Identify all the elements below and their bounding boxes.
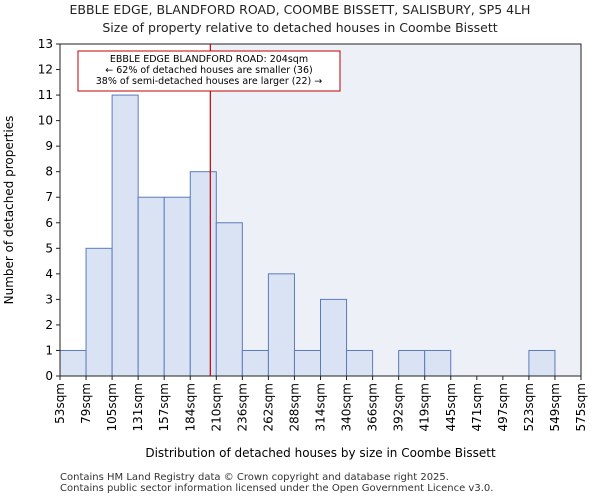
x-tick-label: 184sqm	[183, 383, 197, 431]
bar-419sqm	[424, 349, 452, 377]
x-tick-label: 340sqm	[340, 383, 354, 431]
x-axis-label: Distribution of detached houses by size …	[145, 446, 496, 460]
annotation-line-2: ← 62% of detached houses are smaller (36…	[105, 65, 312, 76]
y-tick-label: 11	[38, 88, 53, 102]
bar-53sqm	[59, 349, 87, 377]
x-tick-label: 523sqm	[522, 383, 536, 431]
x-tick-label: 497sqm	[496, 383, 510, 431]
x-tick-label: 366sqm	[366, 383, 380, 431]
bar-262sqm	[267, 273, 295, 377]
y-tick-label: 3	[45, 292, 53, 306]
x-tick-label: 392sqm	[392, 383, 406, 431]
bar-314sqm	[320, 298, 348, 377]
x-tick-label: 105sqm	[105, 383, 119, 431]
y-tick-label: 2	[45, 318, 53, 332]
annotation-line-1: EBBLE EDGE BLANDFORD ROAD: 204sqm	[110, 54, 308, 65]
x-tick-label: 471sqm	[470, 383, 484, 431]
chart-subtitle: Size of property relative to detached ho…	[102, 20, 498, 35]
y-tick-label: 7	[45, 190, 53, 204]
y-tick-label: 12	[38, 63, 53, 77]
y-tick-label: 8	[45, 165, 53, 179]
x-tick-label: 262sqm	[261, 383, 275, 431]
bar-236sqm	[241, 349, 269, 377]
bar-131sqm	[137, 196, 165, 377]
attribution-line-2: Contains public sector information licen…	[60, 483, 494, 494]
y-tick-label: 0	[45, 369, 53, 383]
larger-region-shading	[210, 44, 581, 376]
bar-523sqm	[528, 349, 556, 377]
x-tick-label: 549sqm	[548, 383, 562, 431]
x-tick-label: 236sqm	[235, 383, 249, 431]
x-tick-label: 288sqm	[287, 383, 301, 431]
x-tick-label: 131sqm	[131, 383, 145, 431]
y-tick-label: 10	[38, 114, 53, 128]
x-tick-label: 210sqm	[209, 383, 223, 431]
y-tick-label: 13	[38, 37, 53, 51]
bar-288sqm	[293, 349, 322, 377]
bar-79sqm	[85, 247, 113, 377]
annotation-box: EBBLE EDGE BLANDFORD ROAD: 204sqm ← 62% …	[77, 50, 341, 92]
y-tick-label: 6	[45, 216, 53, 230]
chart-title: EBBLE EDGE, BLANDFORD ROAD, COOMBE BISSE…	[69, 2, 531, 17]
x-tick-label: 575sqm	[574, 383, 588, 431]
x-tick-label: 53sqm	[53, 383, 67, 424]
y-tick-label: 1	[45, 343, 53, 357]
bar-340sqm	[346, 349, 374, 377]
bar-184sqm	[189, 171, 217, 377]
x-tick-label: 157sqm	[157, 383, 171, 431]
x-tick-label: 445sqm	[444, 383, 458, 431]
bar-157sqm	[163, 196, 191, 377]
attribution-line-1: Contains HM Land Registry data © Crown c…	[60, 472, 449, 483]
x-tick-label: 419sqm	[418, 383, 432, 431]
bar-210sqm	[215, 222, 243, 377]
y-axis-label: Number of detached properties	[2, 116, 16, 305]
annotation-line-3: 38% of semi-detached houses are larger (…	[96, 76, 323, 87]
y-tick-label: 4	[45, 267, 53, 281]
bar-105sqm	[111, 94, 139, 377]
y-tick-label: 5	[45, 241, 53, 255]
bar-392sqm	[398, 349, 426, 377]
y-tick-label: 9	[45, 139, 53, 153]
x-tick-label: 314sqm	[314, 383, 328, 431]
x-tick-label: 79sqm	[79, 383, 93, 424]
